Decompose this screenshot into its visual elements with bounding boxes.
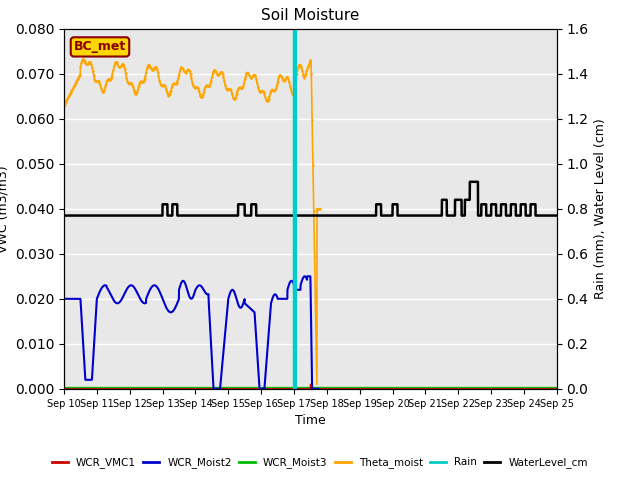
X-axis label: Time: Time (295, 414, 326, 427)
Legend: WCR_VMC1, WCR_Moist2, WCR_Moist3, Theta_moist, Rain, WaterLevel_cm: WCR_VMC1, WCR_Moist2, WCR_Moist3, Theta_… (48, 453, 592, 472)
Text: BC_met: BC_met (74, 40, 126, 53)
Y-axis label: VWC (m3/m3): VWC (m3/m3) (0, 165, 9, 252)
Y-axis label: Rain (mm), Water Level (cm): Rain (mm), Water Level (cm) (594, 119, 607, 299)
Title: Soil Moisture: Soil Moisture (261, 9, 360, 24)
